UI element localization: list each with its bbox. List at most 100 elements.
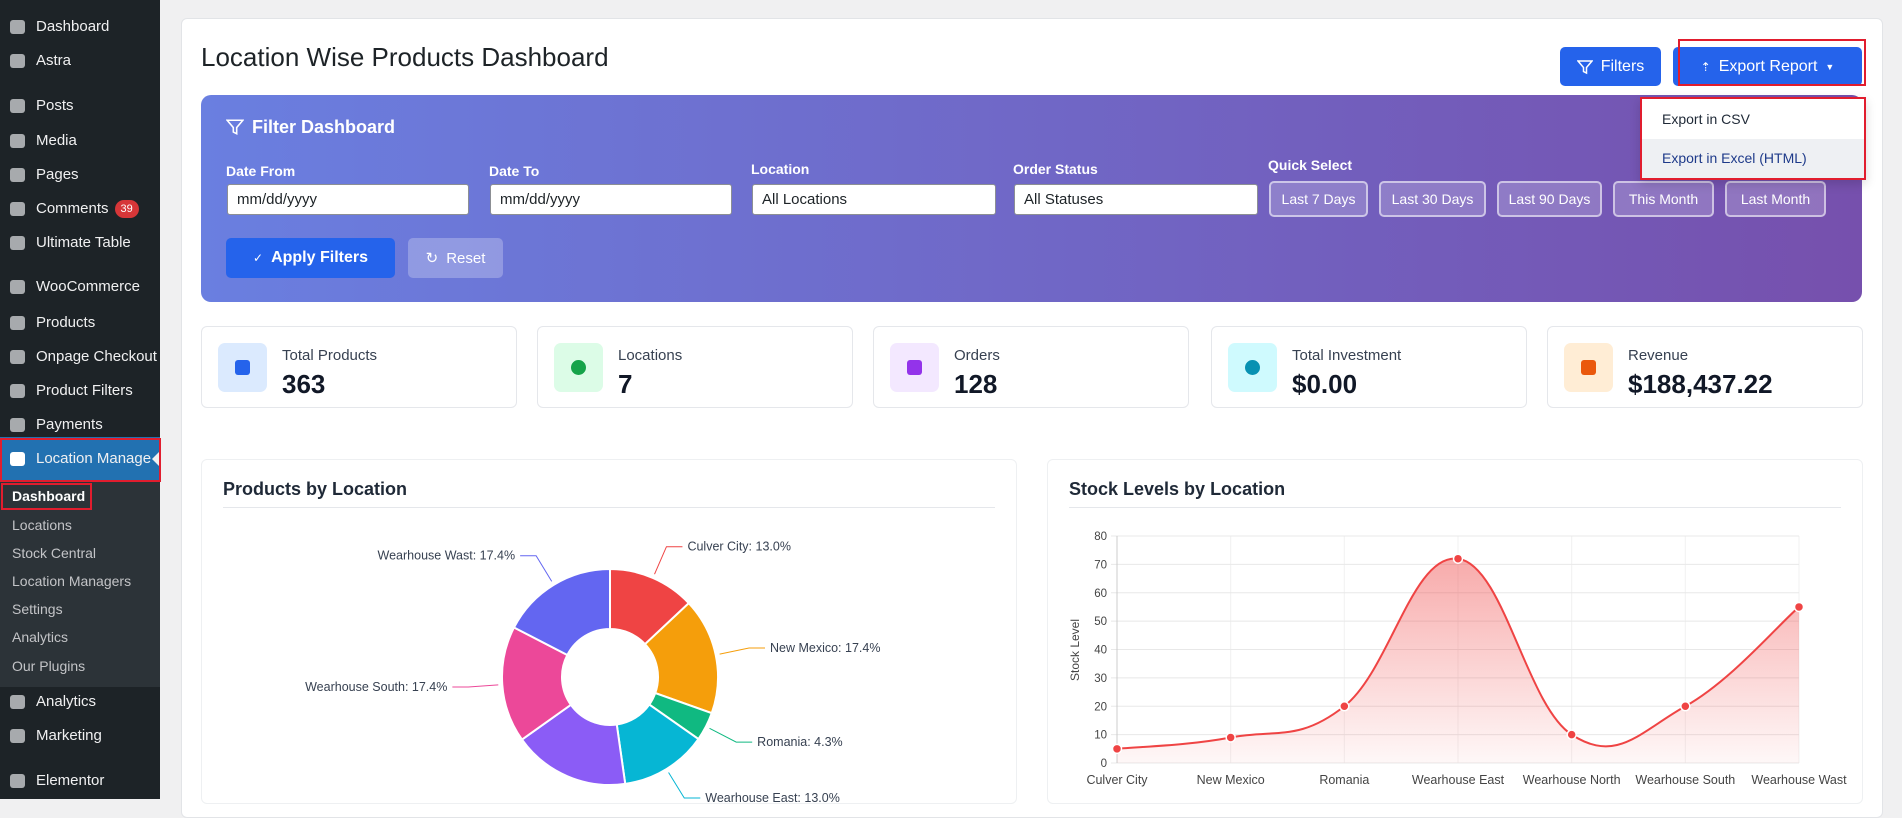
date-input[interactable]: mm/dd/yyyy: [490, 184, 732, 215]
menu-item[interactable]: Media: [0, 126, 160, 156]
menu-icon: [10, 695, 25, 709]
menu-item[interactable]: Pages: [0, 160, 160, 190]
menu-icon: [10, 774, 25, 788]
filter-title: Filter Dashboard: [252, 117, 396, 137]
point: [1111, 743, 1123, 755]
reset-button[interactable]: ↻ Reset: [408, 238, 503, 278]
point: [1566, 729, 1577, 740]
x-tick-label: Wearhouse South: [1635, 773, 1735, 787]
x-tick-label: Wearhouse North: [1523, 773, 1621, 787]
y-tick-label: 80: [1094, 531, 1107, 543]
menu-item[interactable]: WooCommerce: [0, 272, 160, 302]
select[interactable]: All Statuses: [1014, 184, 1258, 215]
menu-item[interactable]: Posts: [0, 91, 160, 121]
apply-label: Apply Filters: [271, 249, 368, 266]
menu-item[interactable]: Ultimate Table: [0, 228, 160, 258]
x-tick-label: New Mexico: [1197, 773, 1265, 787]
stat-label: Orders: [954, 347, 1000, 364]
field-label: Order Status: [1013, 161, 1098, 177]
menu-item[interactable]: Product Filters: [0, 376, 160, 406]
divider: [1069, 507, 1841, 508]
filter-panel: Filter Dashboard Date From mm/dd/yyyy Date…: [201, 95, 1862, 302]
date-input[interactable]: mm/dd/yyyy: [227, 184, 469, 215]
caret: ▼: [1825, 61, 1835, 72]
menu-icon: [10, 350, 25, 364]
submenu-item[interactable]: Our Plugins: [12, 658, 86, 674]
menu-item[interactable]: Dashboard: [0, 12, 160, 42]
menu-icon: [10, 20, 25, 34]
menu-label: Posts: [36, 97, 74, 114]
menu-label: WooCommerce: [36, 278, 140, 295]
stat-icon-box: [1564, 343, 1613, 392]
menu-item[interactable]: Elementor: [0, 766, 160, 796]
point: [1225, 732, 1236, 743]
filters-button[interactable]: Filters: [1560, 47, 1661, 86]
export-button[interactable]: ⇡ Export Report ▼: [1673, 47, 1862, 86]
stat-icon-box: [890, 343, 939, 392]
label-leader: [452, 684, 499, 688]
quick-select-button[interactable]: Last 30 Days: [1379, 181, 1486, 217]
submenu-bg: [0, 481, 160, 687]
chart-title: Stock Levels by Location: [1069, 479, 1286, 499]
y-axis-label: Stock Level: [1068, 619, 1082, 681]
slice-label: Wearhouse Wast: 17.4%: [378, 549, 516, 563]
label-leader: [719, 647, 765, 655]
menu-label: Payments: [36, 416, 103, 433]
menu-icon: [10, 168, 25, 182]
menu-item[interactable]: Analytics: [0, 687, 160, 717]
filter-icon: [226, 119, 244, 136]
export-csv[interactable]: Export in CSV: [1662, 111, 1750, 127]
export-excel[interactable]: Export in Excel (HTML): [1642, 139, 1864, 178]
menu-label: Analytics: [36, 693, 97, 710]
menu-label: Elementor: [36, 772, 105, 789]
stat-icon: [1581, 360, 1596, 375]
highlight-box: [1678, 39, 1866, 86]
menu-icon: [10, 236, 25, 250]
menu-icon: [10, 202, 25, 216]
highlight-box: [0, 438, 161, 482]
field-label: Date To: [489, 163, 540, 179]
pie-chart: Culver City: 13.0% New Mexico: 17.4% Roman…: [305, 540, 880, 803]
submenu-item[interactable]: Locations: [12, 517, 72, 533]
apply-button[interactable]: ✓ Apply Filters: [226, 238, 395, 278]
quick-select-button[interactable]: Last 90 Days: [1497, 181, 1602, 217]
menu-icon: [10, 729, 25, 743]
stat-icon: [907, 360, 922, 375]
stat-card: Revenue $188,437.22: [1547, 326, 1863, 408]
stat-icon: [235, 360, 250, 375]
y-tick-label: 20: [1094, 701, 1107, 713]
line-card: Stock Levels by Location Culver City New …: [1047, 459, 1863, 804]
highlight-box: [1, 483, 92, 510]
quick-select-button[interactable]: Last Month: [1725, 181, 1826, 217]
stat-value: $188,437.22: [1628, 369, 1773, 399]
menu-item[interactable]: Onpage Checkout: [0, 342, 160, 372]
menu-label: Location Manage: [36, 450, 152, 467]
check-icon: ✓: [253, 251, 264, 265]
x-tick-label: Culver City: [1086, 773, 1148, 787]
point: [1452, 553, 1464, 564]
submenu-item[interactable]: Stock Central: [12, 545, 97, 561]
divider: [223, 507, 995, 508]
select[interactable]: All Locations: [752, 184, 996, 215]
menu-icon: [10, 384, 25, 398]
label-leader: [520, 555, 553, 582]
menu-item[interactable]: Payments: [0, 410, 160, 440]
stat-card: Locations 7: [537, 326, 853, 408]
menu-icon: [10, 54, 25, 68]
menu-icon: [10, 280, 25, 294]
quick-select-button[interactable]: This Month: [1613, 181, 1714, 217]
label-leader: [709, 727, 753, 743]
menu-item[interactable]: Marketing: [0, 721, 160, 751]
submenu-item[interactable]: Settings: [12, 601, 63, 617]
menu-item[interactable]: Comments 39: [0, 194, 160, 224]
submenu-item[interactable]: Location Managers: [12, 573, 132, 589]
menu-item[interactable]: Astra: [0, 46, 160, 76]
submenu-item[interactable]: Analytics: [12, 629, 69, 645]
submenu-item[interactable]: Dashboard: [12, 488, 86, 504]
x-tick-label: Romania: [1319, 773, 1369, 787]
point: [1680, 701, 1691, 712]
menu-item[interactable]: Products: [0, 308, 160, 338]
quick-select-button[interactable]: Last 7 Days: [1269, 181, 1368, 217]
menu-item[interactable]: Location Manage: [0, 444, 160, 474]
